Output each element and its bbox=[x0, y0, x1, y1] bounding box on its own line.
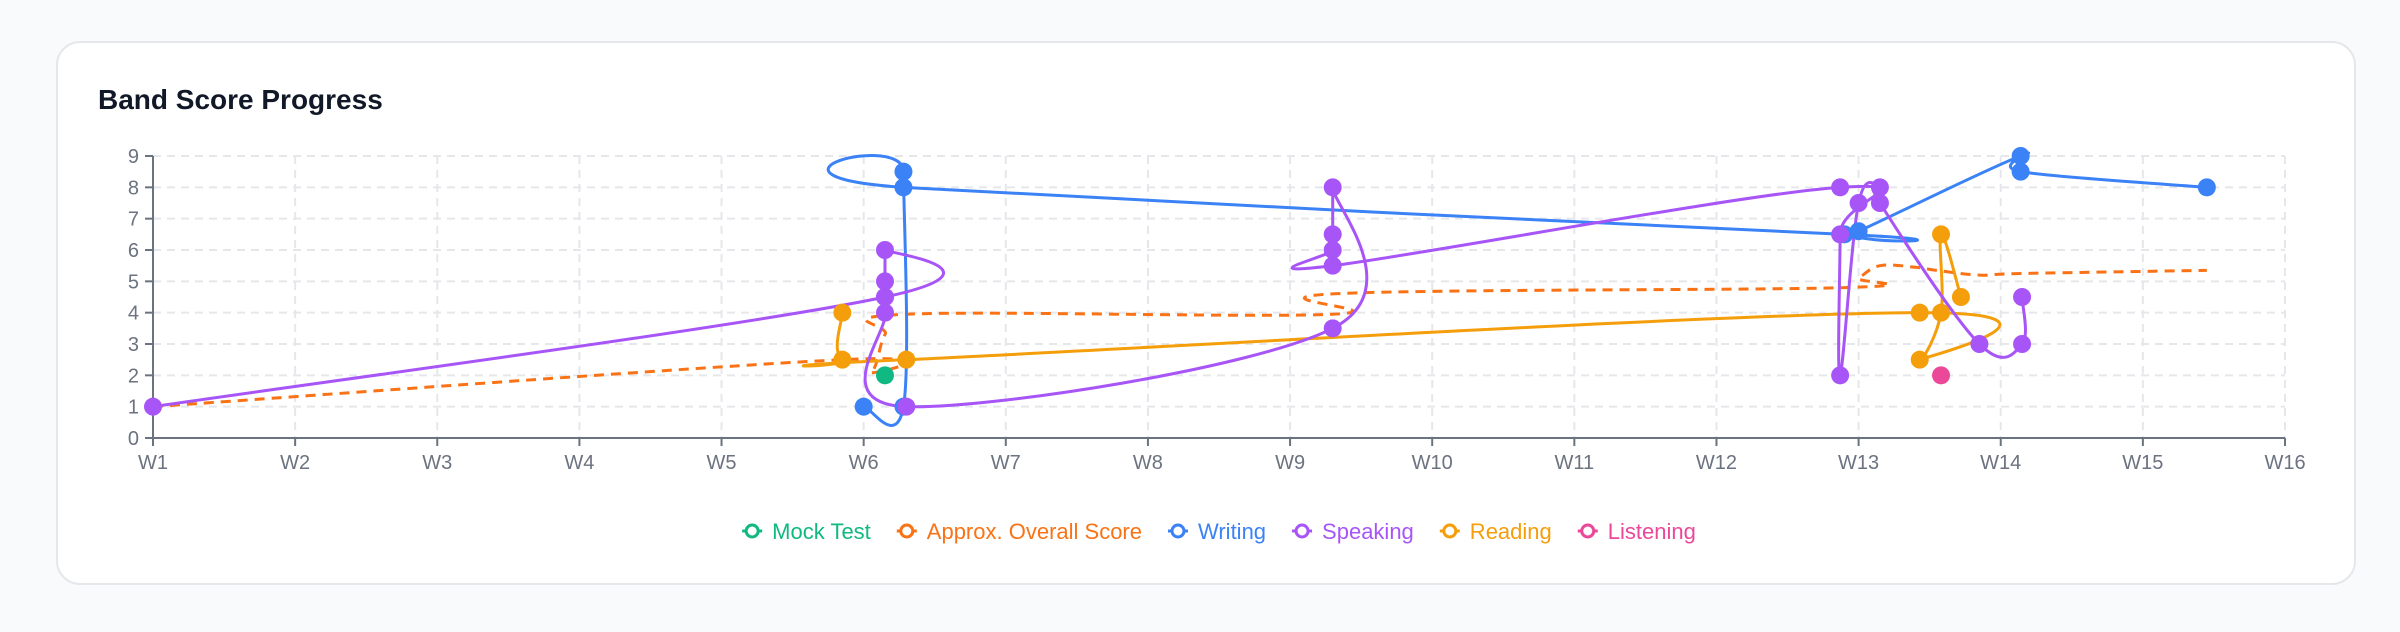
data-point-speaking bbox=[1323, 256, 1342, 275]
legend-marker bbox=[744, 523, 760, 539]
data-point-reading bbox=[1910, 350, 1929, 369]
y-tick-label: 1 bbox=[128, 397, 139, 419]
x-tick-label: W15 bbox=[2122, 452, 2163, 474]
x-tick-label: W4 bbox=[564, 452, 594, 474]
x-tick-label: W11 bbox=[1555, 452, 1595, 474]
y-tick-label: 0 bbox=[128, 428, 139, 450]
legend-marker bbox=[1294, 523, 1310, 539]
y-tick-label: 3 bbox=[128, 334, 139, 356]
legend-marker bbox=[899, 523, 915, 539]
x-tick-label: W10 bbox=[1412, 452, 1453, 474]
series-line-approx-overall-score bbox=[152, 263, 2207, 409]
data-point-reading bbox=[1951, 288, 1970, 306]
data-point-speaking bbox=[1849, 194, 1868, 212]
data-point-speaking bbox=[2013, 288, 2032, 306]
y-tick-label: 8 bbox=[128, 177, 139, 199]
data-point-speaking bbox=[1323, 241, 1342, 259]
legend-label: Mock Test bbox=[772, 519, 871, 544]
data-point-reading bbox=[833, 303, 852, 322]
data-point-writing bbox=[2011, 147, 2030, 165]
legend: Mock Test Approx. Overall Score Writing Spe… bbox=[742, 519, 1696, 544]
legend-item-approx-overall-score: Approx. Overall Score bbox=[896, 519, 1142, 544]
x-tick-label: W12 bbox=[1696, 452, 1737, 474]
y-tick-label: 9 bbox=[128, 146, 139, 168]
legend-item-speaking: Speaking bbox=[1292, 519, 1414, 544]
data-point-listening bbox=[1932, 366, 1951, 385]
x-tick-label: W9 bbox=[1275, 452, 1305, 474]
series-layer bbox=[144, 147, 2216, 427]
legend-item-reading: Reading bbox=[1439, 519, 1552, 544]
legend-label: Listening bbox=[1608, 519, 1696, 544]
data-point-speaking bbox=[1970, 335, 1989, 353]
y-tick-label: 6 bbox=[128, 240, 139, 262]
series-line-reading bbox=[801, 232, 2002, 368]
x-tick-label: W13 bbox=[1838, 452, 1879, 474]
data-point-speaking bbox=[1323, 319, 1342, 338]
data-point-speaking bbox=[875, 303, 894, 322]
data-point-writing bbox=[854, 397, 873, 416]
data-point-reading bbox=[1932, 303, 1951, 322]
series-line-speaking bbox=[152, 181, 2027, 409]
legend-label: Reading bbox=[1470, 519, 1552, 544]
legend-item-listening: Listening bbox=[1577, 519, 1696, 544]
data-point-speaking bbox=[1323, 178, 1342, 197]
legend-marker bbox=[1580, 523, 1596, 539]
data-point-reading bbox=[833, 350, 852, 369]
data-point-speaking bbox=[875, 272, 894, 291]
x-tick-label: W2 bbox=[280, 452, 310, 474]
x-tick-label: W3 bbox=[422, 452, 452, 474]
data-point-speaking bbox=[1831, 225, 1850, 244]
data-point-speaking bbox=[1323, 225, 1342, 244]
data-point-writing bbox=[1849, 222, 1868, 241]
x-tick-label: W8 bbox=[1133, 452, 1163, 474]
legend-item-mock-test: Mock Test bbox=[742, 519, 871, 544]
data-point-speaking bbox=[875, 241, 894, 259]
data-point-writing bbox=[894, 178, 913, 197]
data-point-speaking bbox=[1831, 366, 1850, 385]
data-point-speaking bbox=[897, 397, 916, 416]
y-tick-label: 5 bbox=[128, 271, 139, 293]
x-tick-label: W16 bbox=[2264, 452, 2305, 474]
x-tick-label: W7 bbox=[991, 452, 1021, 474]
y-tick-label: 2 bbox=[128, 365, 139, 387]
chart-title: Band Score Progress bbox=[98, 84, 383, 115]
x-tick-label: W14 bbox=[1980, 452, 2021, 474]
data-point-speaking bbox=[1870, 194, 1889, 212]
data-point-speaking bbox=[2013, 335, 2032, 353]
data-point-reading bbox=[1932, 225, 1951, 244]
y-tick-label: 4 bbox=[128, 303, 139, 325]
legend-marker bbox=[1442, 523, 1458, 539]
x-tick-label: W1 bbox=[138, 452, 168, 474]
legend-label: Writing bbox=[1198, 519, 1266, 544]
legend-marker bbox=[1170, 523, 1186, 539]
legend-label: Speaking bbox=[1322, 519, 1414, 544]
x-tick-label: W5 bbox=[707, 452, 737, 474]
data-point-writing bbox=[2011, 162, 2030, 181]
data-point-speaking bbox=[875, 288, 894, 306]
axes: 0 1 2 3 4 5 6 7 8 9 W1 W2 W3 W4 W5 W6 W7 W8 W9 W10 W11 W12 W13… bbox=[128, 146, 2306, 474]
data-point-writing bbox=[2197, 178, 2216, 197]
legend-item-writing: Writing bbox=[1167, 519, 1266, 544]
y-tick-label: 7 bbox=[128, 209, 139, 231]
legend-label: Approx. Overall Score bbox=[927, 519, 1142, 544]
data-point-speaking bbox=[1831, 178, 1850, 197]
data-point-writing bbox=[894, 162, 913, 181]
data-point-mock-test bbox=[875, 366, 894, 385]
data-point-reading bbox=[897, 350, 916, 369]
x-tick-label: W6 bbox=[849, 452, 879, 474]
data-point-reading bbox=[1910, 303, 1929, 322]
data-point-speaking bbox=[144, 397, 162, 416]
data-point-speaking bbox=[1870, 178, 1889, 197]
